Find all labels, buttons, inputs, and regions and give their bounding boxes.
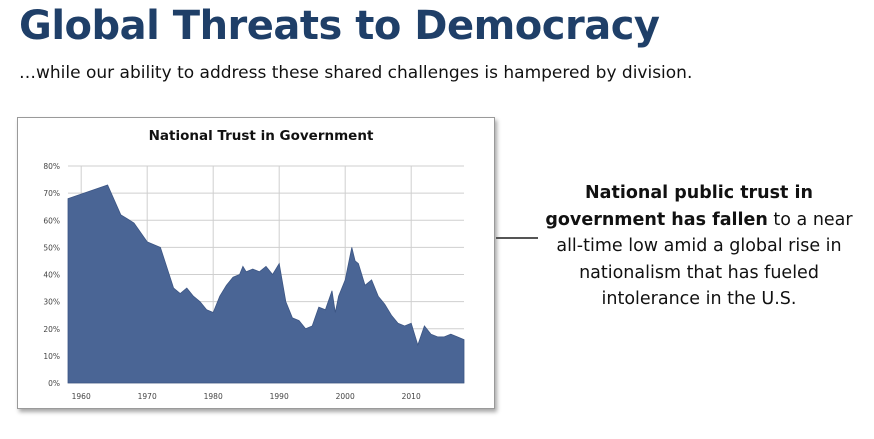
y-tick-label: 20% — [43, 325, 60, 334]
chart-frame: 0% 10% 20% 30% 40% 50% 60% 70% 80% 1960 1970 1980 19… — [17, 117, 495, 409]
y-tick-label: 40% — [43, 271, 60, 280]
y-tick-label: 60% — [43, 216, 60, 225]
trust-chart: 0% 10% 20% 30% 40% 50% 60% 70% 80% 1960 1970 1980 19… — [43, 128, 465, 401]
y-tick-label: 50% — [43, 243, 60, 252]
y-tick-label: 0% — [48, 379, 60, 388]
x-tick-label: 1990 — [270, 392, 289, 401]
x-tick-label: 1970 — [138, 392, 157, 401]
callout-text: National public trust in government has … — [543, 180, 855, 313]
x-tick-label: 1960 — [72, 392, 91, 401]
chart-title: National Trust in Government — [149, 128, 374, 144]
x-tick-label: 2000 — [336, 392, 355, 401]
y-tick-label: 80% — [43, 162, 60, 171]
page-subtitle: …while our ability to address these shar… — [19, 63, 693, 83]
x-tick-label: 2010 — [402, 392, 421, 401]
page-title: Global Threats to Democracy — [19, 3, 660, 49]
y-tick-label: 70% — [43, 189, 60, 198]
callout-body-text: to a near all-time low amid a global ris… — [556, 209, 853, 310]
callout-connector-line — [496, 237, 538, 239]
y-tick-label: 30% — [43, 298, 60, 307]
x-tick-label: 1980 — [204, 392, 223, 401]
trust-area-series — [67, 184, 465, 384]
callout-bold-text: National public trust in government has … — [545, 183, 813, 230]
y-tick-label: 10% — [43, 352, 60, 361]
